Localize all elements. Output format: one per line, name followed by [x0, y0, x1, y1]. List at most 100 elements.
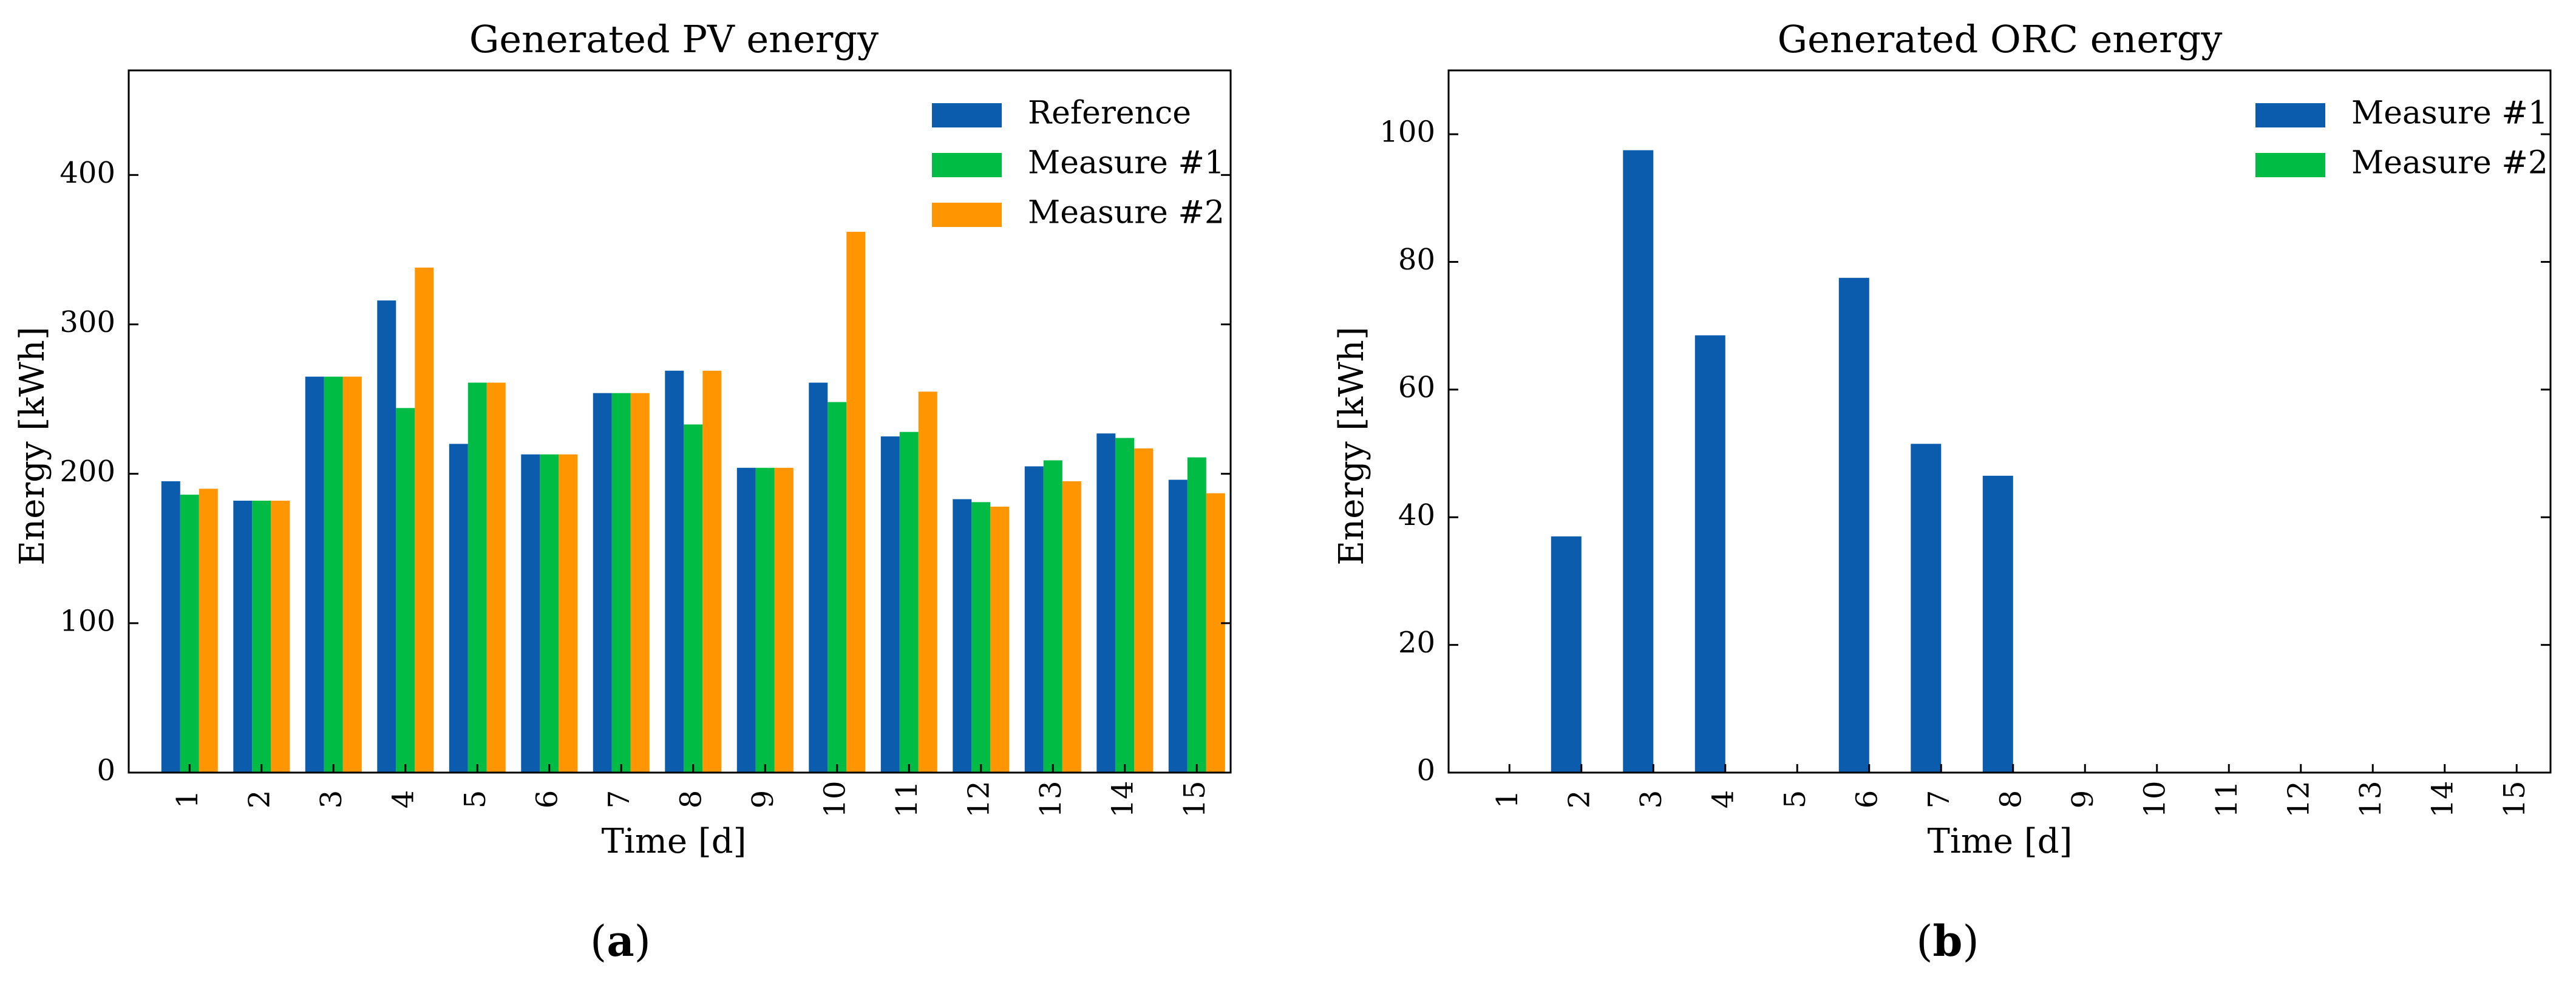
- x-tick-label: 8: [674, 790, 708, 809]
- bar: [755, 467, 775, 773]
- x-tick-label: 13: [2354, 780, 2388, 817]
- bar: [161, 481, 180, 773]
- bar: [1187, 457, 1206, 773]
- legend-label: Measure #2: [2351, 145, 2548, 181]
- chart-panel-orc: Generated ORC energy Energy [kWh] Time […: [1332, 17, 2552, 966]
- bar: [540, 454, 559, 773]
- x-axis-label: Time [d]: [602, 822, 747, 861]
- bar: [809, 382, 828, 773]
- x-tick-label: 15: [1178, 780, 1212, 817]
- bar: [324, 376, 343, 773]
- legend-label: Measure #1: [2351, 95, 2548, 132]
- x-tick-label: 3: [1634, 790, 1668, 809]
- bar: [377, 300, 396, 773]
- bar: [415, 267, 434, 773]
- bar: [899, 432, 919, 773]
- bar: [1134, 448, 1154, 773]
- bar: [252, 501, 271, 773]
- bar: [342, 376, 362, 773]
- x-tick-label: 5: [1778, 790, 1812, 809]
- legend-label: Reference: [1028, 95, 1191, 132]
- bar: [449, 444, 468, 773]
- bar: [233, 501, 253, 773]
- x-tick-label: 14: [2425, 780, 2459, 817]
- plot-frame: [1447, 69, 2552, 774]
- x-tick-label: 11: [2210, 780, 2244, 817]
- legend-swatch: [2255, 153, 2325, 177]
- panel-letter: a: [607, 916, 634, 966]
- bar: [521, 454, 540, 773]
- x-tick-label: 11: [890, 780, 924, 817]
- bar: [396, 408, 415, 773]
- bar: [1062, 481, 1081, 773]
- bar: [953, 499, 972, 773]
- y-tick-label: 100: [1379, 115, 1435, 149]
- bar: [1551, 536, 1582, 773]
- bar: [1168, 479, 1188, 773]
- bar: [702, 370, 722, 773]
- y-axis-label: Energy [kWh]: [13, 327, 52, 565]
- bar: [971, 502, 991, 773]
- plot-frame: [127, 69, 1232, 774]
- bar: [736, 467, 756, 773]
- x-tick-label: 9: [2066, 790, 2100, 809]
- x-tick-label: 2: [242, 790, 276, 809]
- chart-title: Generated ORC energy: [1778, 17, 2223, 61]
- bar: [611, 393, 631, 773]
- legend-label: Measure #2: [1028, 195, 1225, 231]
- x-tick-label: 4: [1706, 790, 1740, 809]
- x-tick-label: 6: [1850, 790, 1884, 809]
- x-tick-label: 1: [1490, 790, 1524, 809]
- y-tick-label: 0: [1416, 754, 1435, 788]
- legend-swatch: [932, 153, 1002, 177]
- y-tick-label: 80: [1398, 243, 1435, 277]
- y-tick-label: 20: [1398, 626, 1435, 660]
- bar: [593, 393, 612, 773]
- y-tick-label: 100: [59, 604, 115, 638]
- bar: [846, 231, 866, 773]
- bar: [1623, 150, 1654, 773]
- panel-letter: b: [1933, 916, 1963, 966]
- x-tick-label: 13: [1034, 780, 1068, 817]
- bar: [1694, 335, 1725, 773]
- x-tick-label: 10: [818, 780, 852, 817]
- legend: Reference Measure #1 Measure #2: [932, 95, 1225, 231]
- y-tick-label: 300: [59, 305, 115, 339]
- chart-panel-pv: Generated PV energy Energy [kWh] Time [d…: [13, 17, 1232, 966]
- bar: [180, 495, 199, 773]
- x-tick-label: 15: [2498, 780, 2532, 817]
- bar: [684, 424, 703, 773]
- bar: [630, 393, 650, 773]
- y-tick-label: 40: [1398, 498, 1435, 532]
- x-tick-label: 5: [458, 790, 492, 809]
- bar: [1206, 493, 1225, 773]
- panel-label: (a): [590, 916, 651, 966]
- x-tick-label: 4: [386, 790, 420, 809]
- x-tick-label: 10: [2138, 780, 2172, 817]
- y-tick-label: 60: [1398, 370, 1435, 404]
- legend-swatch: [2255, 103, 2325, 127]
- panel-label: (b): [1916, 916, 1979, 966]
- legend-swatch: [932, 103, 1002, 127]
- x-tick-label: 8: [1994, 790, 2028, 809]
- legend: Measure #1 Measure #2: [2255, 95, 2548, 181]
- x-axis-label: Time [d]: [1928, 822, 2073, 861]
- x-tick-label: 7: [1922, 790, 1956, 809]
- x-tick-label: 6: [530, 790, 564, 809]
- x-tick-label: 1: [171, 790, 205, 809]
- bar: [467, 382, 487, 773]
- bar: [1982, 475, 2013, 773]
- y-axis-label: Energy [kWh]: [1332, 327, 1371, 565]
- x-tick-label: 12: [2282, 780, 2316, 817]
- bar: [1911, 444, 1942, 773]
- bar: [1096, 433, 1116, 773]
- x-tick-label: 3: [314, 790, 348, 809]
- bar: [880, 436, 900, 773]
- y-tick-label: 0: [97, 754, 115, 788]
- bar: [199, 489, 218, 773]
- bar: [305, 376, 324, 773]
- bar: [1043, 460, 1062, 773]
